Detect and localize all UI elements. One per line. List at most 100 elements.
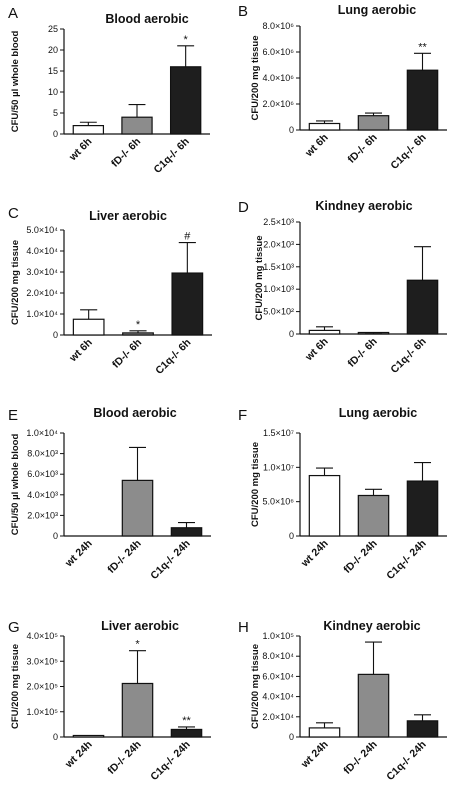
y-tick-label: 1.0×10⁷ xyxy=(263,462,294,472)
bar xyxy=(170,728,203,738)
y-tick-label: 5.0×10⁴ xyxy=(26,225,58,235)
y-tick-label: 0 xyxy=(53,732,58,742)
y-tick-label: 0 xyxy=(289,732,294,742)
x-tick-label: wt 24h xyxy=(62,739,94,771)
y-tick-label: 4.0×10⁶ xyxy=(263,73,295,83)
y-tick-label: 2.0×10³ xyxy=(27,510,58,520)
panel-letter: H xyxy=(238,619,249,636)
y-tick-label: 8.0×10³ xyxy=(27,449,58,459)
y-tick-label: 5.0×10⁶ xyxy=(263,497,295,507)
y-tick-label: 4.0×10⁵ xyxy=(26,631,58,641)
panel-title: Lung aerobic xyxy=(339,406,418,420)
x-tick-label: C1q-/- 6h xyxy=(153,337,193,377)
bar xyxy=(72,734,105,738)
y-tick-label: 0 xyxy=(289,125,294,135)
y-tick-label: 1.0×10⁴ xyxy=(26,428,58,438)
y-tick-label: 5.0×10² xyxy=(263,307,294,317)
x-tick-label: fD-/- 24h xyxy=(341,538,379,576)
y-tick-label: 2.0×10⁴ xyxy=(26,288,58,298)
bar xyxy=(406,279,439,335)
panel-g: G Liver aerobic CFU/200 mg tissue 0 1.0×10⁵ 2… xyxy=(8,619,211,783)
panel-letter: D xyxy=(238,199,249,216)
bar xyxy=(357,115,390,131)
bar xyxy=(121,116,153,135)
y-tick-label: 3.0×10⁵ xyxy=(26,656,58,666)
x-tick-label: C1q-/- 24h xyxy=(384,538,428,582)
panel-title: Kindney aerobic xyxy=(315,199,412,213)
x-tick-label: wt 24h xyxy=(298,739,330,771)
bar xyxy=(406,480,439,537)
panel-letter: G xyxy=(8,619,20,636)
y-tick-label: 1.0×10⁵ xyxy=(262,631,294,641)
bar xyxy=(308,727,341,738)
y-tick-label: 2.0×10⁴ xyxy=(262,712,294,722)
panel-h: H Kindney aerobic CFU/200 mg tissue 0 2.0×10… xyxy=(238,619,447,783)
y-tick-label: 1.5×10³ xyxy=(263,262,294,272)
y-axis-label: CFU/200 mg tissue xyxy=(10,644,21,729)
panel-title: Blood aerobic xyxy=(93,406,176,420)
x-tick-label: wt 24h xyxy=(298,538,330,570)
bar xyxy=(357,494,390,537)
panel-title: Lung aerobic xyxy=(338,3,417,17)
significance-marker: # xyxy=(184,231,191,243)
x-tick-label: wt 6h xyxy=(67,337,95,365)
significance-marker: * xyxy=(184,34,189,46)
x-tick-label: fD-/- 6h xyxy=(109,136,143,170)
bar xyxy=(169,66,202,135)
x-tick-label: fD-/- 24h xyxy=(105,538,143,576)
x-tick-label: fD-/- 24h xyxy=(341,739,379,777)
y-axis-label: CFU/200 mg tissue xyxy=(10,240,21,325)
bar xyxy=(357,673,390,738)
bar xyxy=(170,527,203,537)
bar xyxy=(121,479,154,537)
y-tick-label: 8.0×10⁴ xyxy=(262,651,294,661)
y-tick-label: 3.0×10⁴ xyxy=(26,267,58,277)
significance-marker: ** xyxy=(182,715,191,727)
y-tick-label: 0 xyxy=(53,129,58,139)
bar xyxy=(121,682,154,738)
y-axis-label: CFU/50 µl whole blood xyxy=(10,434,21,536)
panel-d: D Kindney aerobic CFU/200 mg tissue 0 5.0×10… xyxy=(238,199,447,376)
panel-title: Kindney aerobic xyxy=(323,619,420,633)
panel-a: A Blood aerobic CFU/50 µl whole blood 0 5 10 1… xyxy=(8,5,210,176)
x-tick-label: C1q-/- 6h xyxy=(388,336,428,376)
bar xyxy=(308,122,341,131)
bar xyxy=(308,329,341,335)
panel-c: C Liver aerobic CFU/200 mg tissue 0 1.0×10⁴ 2… xyxy=(8,205,212,377)
y-axis-label: CFU/200 mg tissue xyxy=(250,36,261,121)
x-tick-label: fD-/- 6h xyxy=(110,337,144,371)
panel-f: F Lung aerobic CFU/200 mg tissue 0 5.0×10⁶ 1.… xyxy=(238,406,447,582)
x-tick-label: C1q-/- 6h xyxy=(388,132,428,172)
panel-letter: E xyxy=(8,407,18,424)
y-tick-label: 4.0×10³ xyxy=(27,490,58,500)
y-axis-label: CFU/50 µl whole blood xyxy=(10,31,21,133)
y-tick-label: 15 xyxy=(48,66,58,76)
panel-b: B Lung aerobic CFU/200 mg tissue 0 2.0×10⁶ 4.… xyxy=(238,3,447,172)
y-axis-label: CFU/200 mg tissue xyxy=(250,442,261,527)
bar xyxy=(406,720,439,738)
x-tick-label: C1q-/- 24h xyxy=(384,739,428,783)
panel-title: Blood aerobic xyxy=(105,12,188,26)
bar xyxy=(406,69,439,131)
bar xyxy=(72,318,105,336)
y-tick-label: 2.0×10⁶ xyxy=(263,99,295,109)
panel-title: Liver aerobic xyxy=(89,209,167,223)
x-tick-label: C1q-/- 6h xyxy=(152,136,192,176)
panel-letter: F xyxy=(238,407,247,424)
x-tick-label: wt 6h xyxy=(66,136,94,164)
y-axis-label: CFU/200 mg tissue xyxy=(254,236,265,321)
y-tick-label: 5 xyxy=(53,108,58,118)
y-tick-label: 1.0×10³ xyxy=(263,284,294,294)
y-tick-label: 8.0×10⁶ xyxy=(263,21,295,31)
significance-marker: ** xyxy=(418,41,427,53)
x-tick-label: C1q-/- 24h xyxy=(148,739,192,783)
panel-title: Liver aerobic xyxy=(101,619,179,633)
significance-marker: * xyxy=(135,639,140,651)
y-tick-label: 20 xyxy=(48,45,58,55)
y-tick-label: 25 xyxy=(48,24,58,34)
y-tick-label: 2.0×10⁵ xyxy=(26,682,58,692)
y-tick-label: 0 xyxy=(53,531,58,541)
bar xyxy=(122,332,154,336)
y-axis-label: CFU/200 mg tissue xyxy=(250,644,261,729)
